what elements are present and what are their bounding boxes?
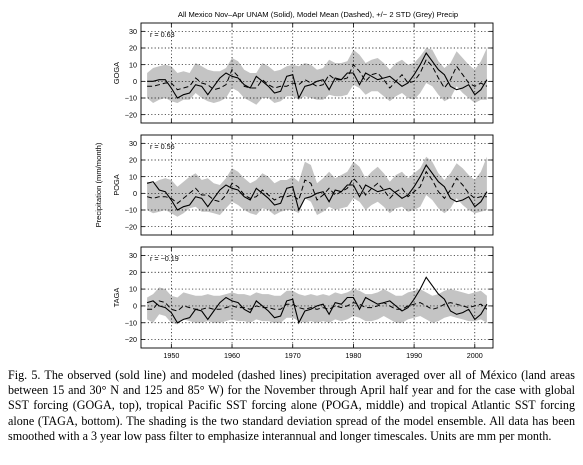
axes-frame [140,22,494,124]
x-tick-label: 1960 [224,351,240,360]
panel-y-label: GOGA [112,62,121,84]
model-mean-line [147,58,488,91]
y-tick-label: −20 [125,222,137,231]
x-tick-label: 1990 [406,351,422,360]
y-tick-label: 0 [133,77,137,86]
y-tick-label: 10 [129,60,137,69]
y-tick-label: 20 [129,156,137,165]
x-tick-label: 1980 [345,351,361,360]
model-mean-line [146,170,487,204]
panel-goga: −20 −10 0 10 20 30 GOGA r = 0.63 [112,22,494,124]
y-tick-label: −10 [125,94,137,103]
observed-line [146,276,488,325]
y-tick-label: 30 [129,27,137,36]
x-tick-label: 1950 [163,351,179,360]
figure-caption: Fig. 5. The observed (sold line) and mod… [8,368,575,443]
axes-frame [140,246,494,349]
correlation-annotation: r = −0.19 [150,254,179,263]
x-tick-label: 2000 [467,351,483,360]
y-tick-label: 30 [129,139,137,148]
spread-band [147,156,487,217]
figure-5-chart: All Mexico Nov–Apr UNAM (Solid), Model M… [94,10,494,360]
observed-line [146,163,488,212]
panel-poga: −20 −10 0 10 20 30 POGA r = 0.56 [112,134,494,236]
y-tick-label: −10 [125,318,137,327]
y-tick-label: 0 [133,302,137,311]
correlation-annotation: r = 0.63 [150,30,175,39]
figure-title: All Mexico Nov–Apr UNAM (Solid), Model M… [178,10,458,19]
spread-band [147,48,487,105]
y-tick-label: 20 [129,44,137,53]
y-tick-label: −20 [125,335,137,344]
y-tick-label: 0 [133,189,137,198]
y-tick-label: 20 [129,268,137,277]
correlation-annotation: r = 0.56 [150,142,175,151]
x-tick-label: 1970 [285,351,301,360]
y-tick-label: 10 [129,172,137,181]
axes-frame [140,134,494,236]
panel-y-label: POGA [112,174,121,195]
y-tick-label: 10 [129,285,137,294]
observed-line [147,51,488,100]
shared-y-axis-label: Precipitation (mm/month) [94,142,103,227]
y-tick-label: −10 [125,206,137,215]
y-tick-label: −20 [125,110,137,119]
panel-taga: −20 −10 0 10 20 30 TAGA r = −0.19 [112,246,494,349]
y-tick-label: 30 [129,251,137,260]
panel-y-label: TAGA [112,288,121,308]
model-mean-line [147,300,488,312]
